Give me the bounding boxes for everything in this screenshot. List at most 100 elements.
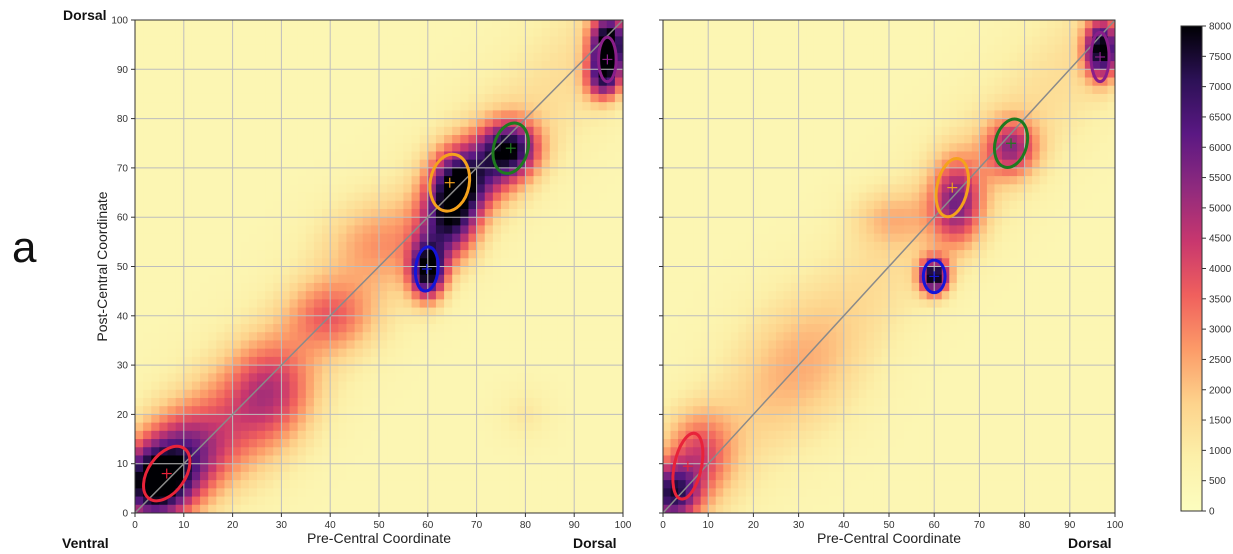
heatmap-cell <box>927 160 935 169</box>
heatmap-cell <box>851 143 859 152</box>
heatmap-cell <box>192 472 201 481</box>
heatmap-cell <box>338 36 347 45</box>
heatmap-cell <box>322 151 331 160</box>
heatmap-cell <box>452 497 461 506</box>
heatmap-cell <box>224 102 233 111</box>
heatmap-cell <box>566 267 575 276</box>
heatmap-cell <box>1010 94 1018 103</box>
heatmap-cell <box>379 316 388 325</box>
heatmap-cell <box>844 135 852 144</box>
heatmap-cell <box>468 127 477 136</box>
heatmap-cell <box>607 406 616 415</box>
heatmap-cell <box>517 439 526 448</box>
heatmap-cell <box>135 340 144 349</box>
heatmap-cell <box>599 242 608 251</box>
heatmap-cell <box>979 119 987 128</box>
heatmap-cell <box>731 69 739 78</box>
heatmap-cell <box>693 53 701 62</box>
heatmap-cell <box>708 127 716 136</box>
heatmap-cell <box>346 423 355 432</box>
heatmap-cell <box>233 390 242 399</box>
heatmap-cell <box>485 439 494 448</box>
heatmap-cell <box>964 94 972 103</box>
heatmap-cell <box>330 340 339 349</box>
heatmap-cell <box>452 373 461 382</box>
heatmap-cell <box>821 102 829 111</box>
heatmap-cell <box>1032 135 1040 144</box>
heatmap-cell <box>615 193 624 202</box>
heatmap-cell <box>379 28 388 37</box>
heatmap-cell <box>501 455 510 464</box>
heatmap-cell <box>241 168 250 177</box>
heatmap-cell <box>836 119 844 128</box>
heatmap-cell <box>1070 127 1078 136</box>
heatmap-cell <box>444 242 453 251</box>
heatmap-cell <box>1085 160 1093 169</box>
heatmap-cell <box>799 143 807 152</box>
heatmap-cell <box>468 455 477 464</box>
heatmap-cell <box>184 488 193 497</box>
heatmap-cell <box>241 102 250 111</box>
heatmap-cell <box>525 398 534 407</box>
heatmap-cell <box>723 193 731 202</box>
heatmap-cell <box>1107 28 1115 37</box>
heatmap-cell <box>678 151 686 160</box>
heatmap-cell <box>387 291 396 300</box>
heatmap-cell <box>904 78 912 87</box>
heatmap-cell <box>281 20 290 29</box>
heatmap-cell <box>550 184 559 193</box>
heatmap-cell <box>1062 151 1070 160</box>
heatmap-cell <box>330 151 339 160</box>
heatmap-cell <box>919 184 927 193</box>
heatmap-cell <box>1062 94 1070 103</box>
heatmap-cell <box>379 225 388 234</box>
heatmap-cell <box>363 69 372 78</box>
heatmap-cell <box>501 225 510 234</box>
heatmap-cell <box>731 45 739 54</box>
heatmap-cell <box>558 267 567 276</box>
heatmap-cell <box>436 447 445 456</box>
heatmap-cell <box>330 365 339 374</box>
heatmap-cell <box>574 69 583 78</box>
heatmap-cell <box>723 127 731 136</box>
heatmap-cell <box>403 464 412 473</box>
heatmap-cell <box>590 275 599 284</box>
heatmap-cell <box>501 20 510 29</box>
heatmap-cell <box>844 119 852 128</box>
heatmap-cell <box>387 283 396 292</box>
heatmap-cell <box>168 151 177 160</box>
heatmap-cell <box>791 36 799 45</box>
heatmap-cell <box>192 464 201 473</box>
heatmap-cell <box>731 102 739 111</box>
heatmap-cell <box>208 119 217 128</box>
heatmap-cell <box>678 143 686 152</box>
heatmap-cell <box>942 28 950 37</box>
heatmap-cell <box>493 258 502 267</box>
heatmap-cell <box>904 143 912 152</box>
heatmap-cell <box>395 45 404 54</box>
heatmap-cell <box>599 135 608 144</box>
heatmap-cell <box>912 119 920 128</box>
heatmap-cell <box>322 299 331 308</box>
heatmap-cell <box>836 86 844 95</box>
heatmap-cell <box>477 406 486 415</box>
heatmap-cell <box>477 291 486 300</box>
heatmap-cell <box>525 102 534 111</box>
heatmap-cell <box>607 308 616 317</box>
heatmap-cell <box>542 464 551 473</box>
heatmap-cell <box>934 45 942 54</box>
heatmap-cell <box>525 283 534 292</box>
heatmap-cell <box>135 36 144 45</box>
heatmap-cell <box>176 234 185 243</box>
heatmap-cell <box>708 61 716 70</box>
heatmap-cell <box>525 497 534 506</box>
heatmap-cell <box>322 431 331 440</box>
heatmap-cell <box>452 242 461 251</box>
heatmap-cell <box>257 36 266 45</box>
heatmap-cell <box>338 373 347 382</box>
heatmap-cell <box>517 267 526 276</box>
heatmap-cell <box>881 119 889 128</box>
heatmap-cell <box>176 357 185 366</box>
heatmap-cell <box>1062 28 1070 37</box>
heatmap-cell <box>558 258 567 267</box>
